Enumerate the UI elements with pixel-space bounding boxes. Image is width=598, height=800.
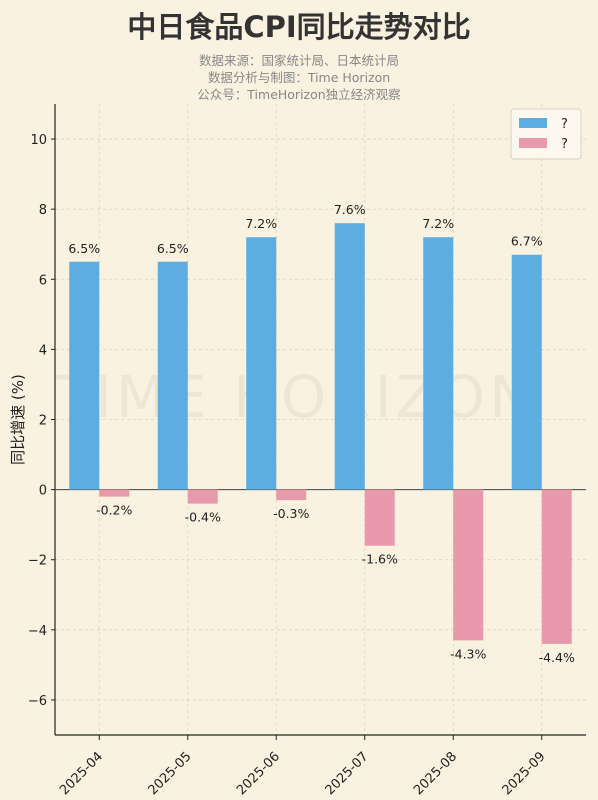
bar <box>99 489 130 497</box>
x-tick-label: 2025-09 <box>500 749 549 798</box>
data-label: -1.6% <box>362 552 398 567</box>
watermark: TIME HORIZON <box>54 363 536 431</box>
bar <box>69 261 100 490</box>
bar <box>276 489 307 501</box>
data-label: 6.7% <box>511 234 543 249</box>
data-label: -0.2% <box>96 503 132 518</box>
y-tick-label: 6 <box>39 273 47 288</box>
subtitle-author: 数据分析与制图：Time Horizon <box>207 70 391 85</box>
data-label: 7.2% <box>245 216 277 231</box>
subtitle-source: 数据来源：国家统计局、日本统计局 <box>198 53 399 68</box>
data-label: -4.3% <box>450 646 486 661</box>
data-label: -0.3% <box>273 506 309 521</box>
bar <box>334 223 365 490</box>
data-label: 6.5% <box>68 241 100 256</box>
y-axis-label: 同比增速 (%) <box>9 374 27 465</box>
y-tick-label: 8 <box>39 203 47 218</box>
bar <box>511 254 542 490</box>
y-tick-label: 0 <box>39 484 47 499</box>
bar <box>246 237 277 490</box>
y-tick-label: 2 <box>39 414 47 429</box>
bar <box>364 489 395 546</box>
y-tick-label: −6 <box>28 694 47 709</box>
x-tick-label: 2025-05 <box>146 749 195 798</box>
y-tick-label: −4 <box>28 624 47 639</box>
bar <box>187 489 218 504</box>
legend-label: ? <box>561 117 568 132</box>
x-tick-label: 2025-08 <box>411 749 460 798</box>
chart-title: 中日食品CPI同比走势对比 <box>127 10 471 44</box>
y-tick-label: 10 <box>30 133 47 148</box>
bar <box>423 237 454 490</box>
y-tick-label: 4 <box>39 343 47 358</box>
legend-swatch <box>519 138 547 148</box>
data-label: 6.5% <box>157 241 189 256</box>
y-tick-label: −2 <box>28 554 47 569</box>
bar <box>541 489 572 644</box>
subtitle-account: 公众号：TimeHorizon独立经济观察 <box>197 87 401 102</box>
legend <box>510 108 582 160</box>
x-tick-label: 2025-06 <box>234 749 283 798</box>
bar <box>453 489 484 641</box>
x-tick-label: 2025-07 <box>323 749 372 798</box>
legend-swatch <box>519 118 547 128</box>
legend-label: ? <box>561 137 568 152</box>
x-tick-label: 2025-04 <box>57 749 106 798</box>
data-label: -4.4% <box>539 650 575 665</box>
bar <box>157 261 188 490</box>
data-label: 7.2% <box>422 216 454 231</box>
data-label: 7.6% <box>334 202 366 217</box>
data-label: -0.4% <box>185 510 221 525</box>
